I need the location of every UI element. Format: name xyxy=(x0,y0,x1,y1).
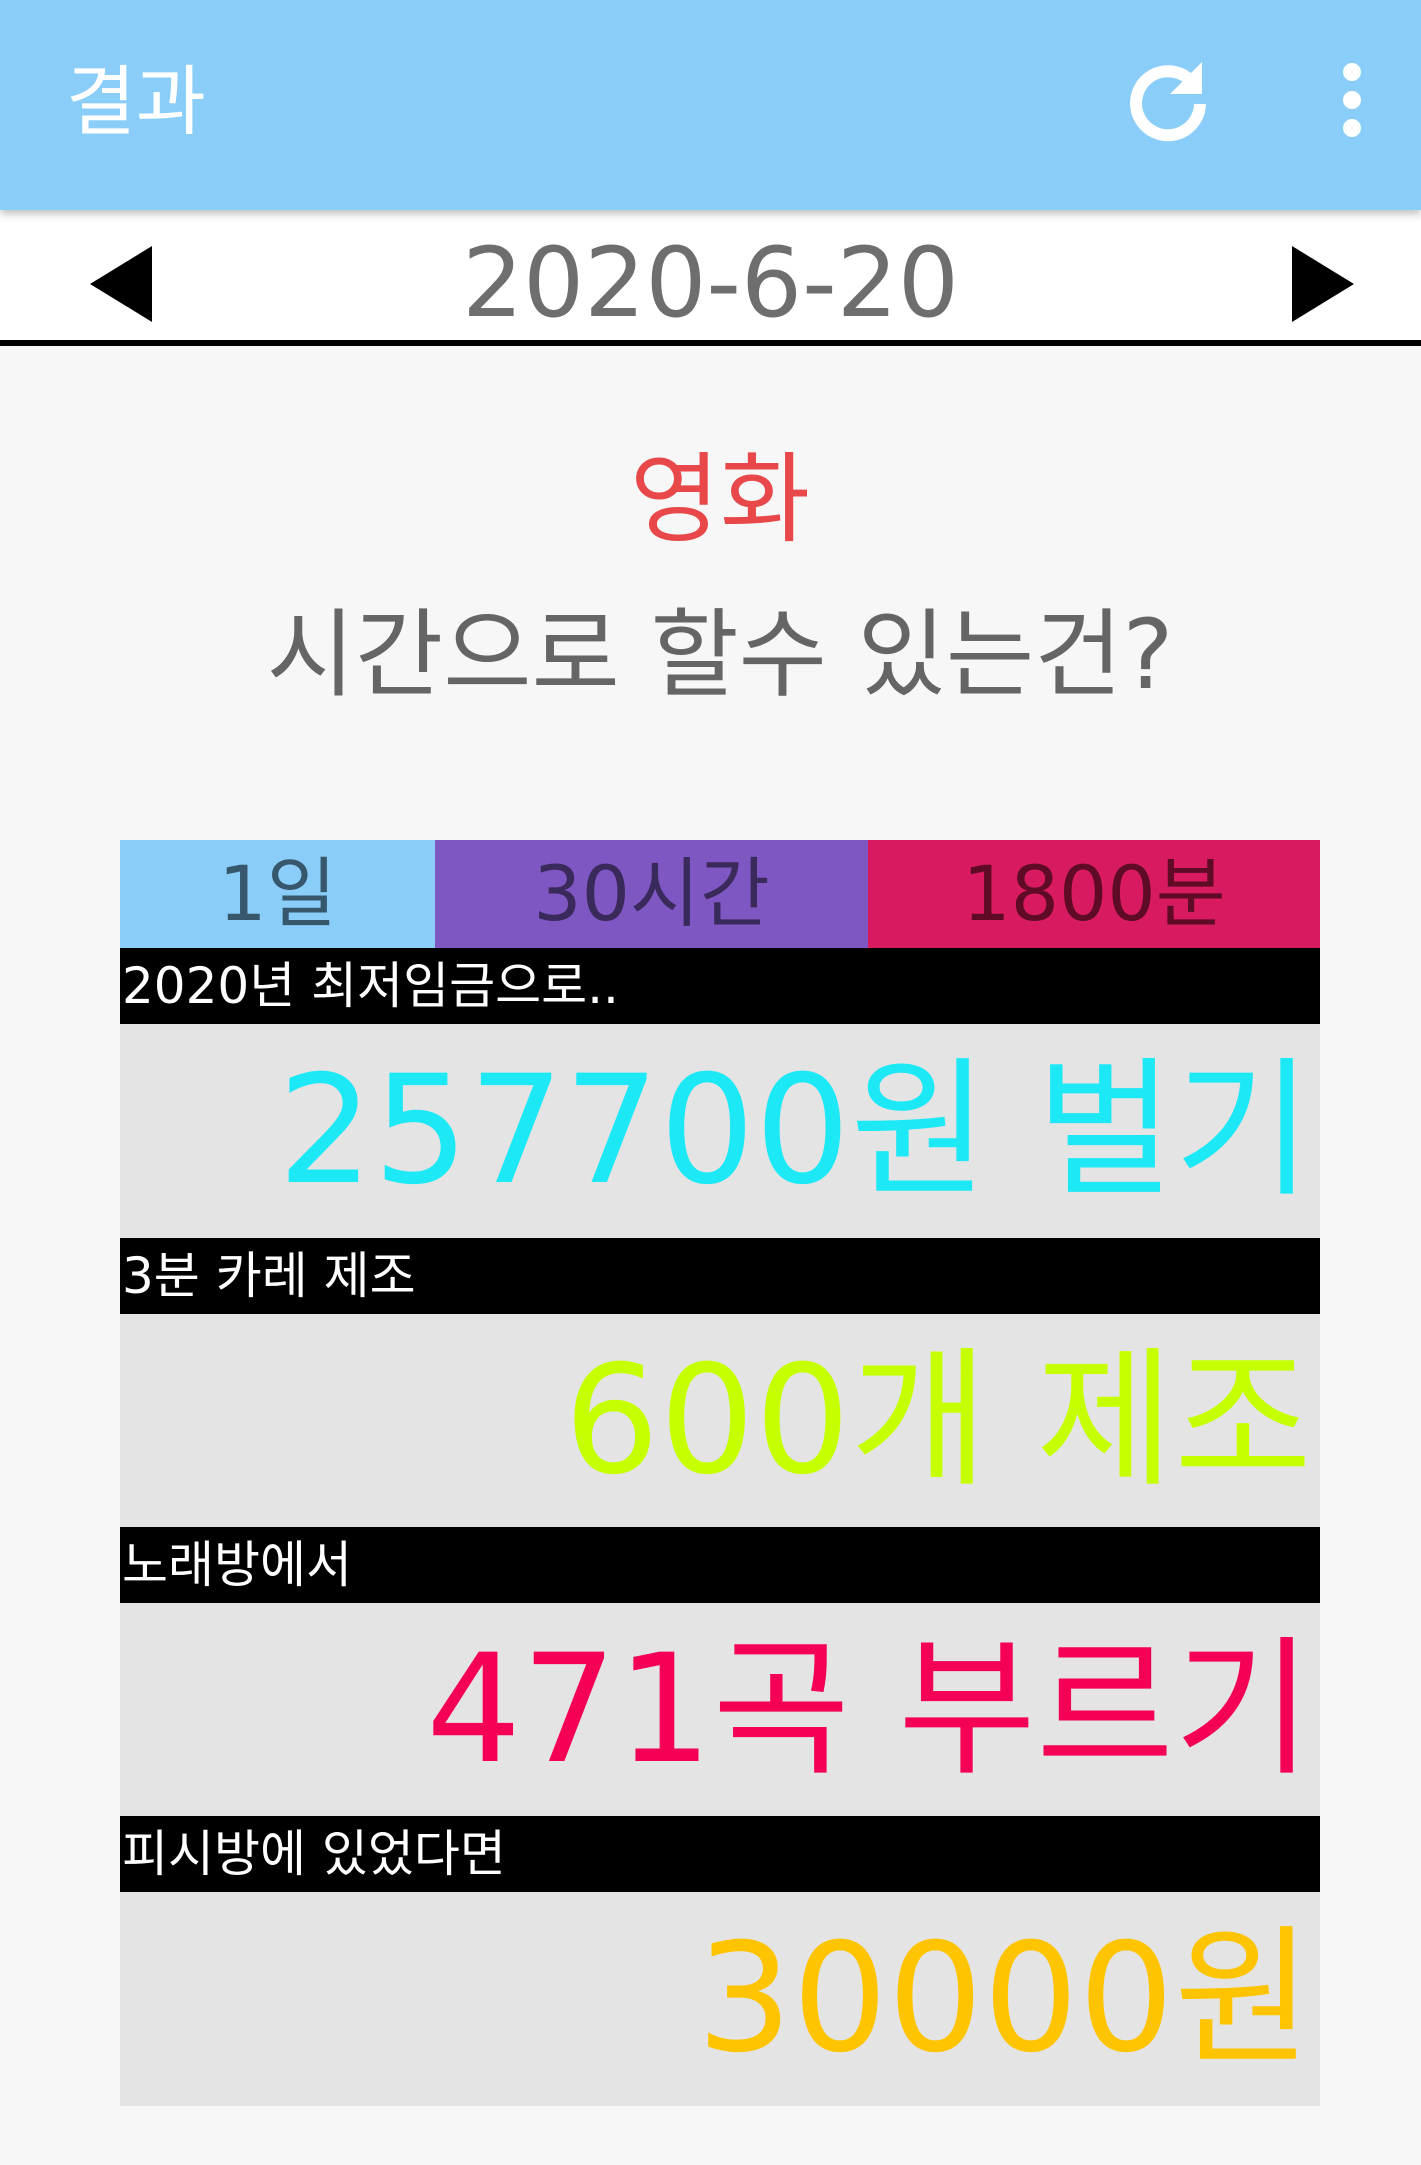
more-options-button[interactable] xyxy=(1320,52,1384,148)
result-label-wage: 2020년 최저임금으로.. xyxy=(120,948,1320,1024)
page-title: 결과 xyxy=(66,57,206,146)
time-unit-hours: 30시간 xyxy=(435,840,868,948)
activity-name: 영화 xyxy=(629,443,811,557)
result-label-karaoke: 노래방에서 xyxy=(120,1527,1320,1603)
result-label-pcroom: 피시방에 있었다면 xyxy=(120,1816,1320,1892)
refresh-button[interactable] xyxy=(1120,52,1216,148)
question-text: 시간으로 할수 있는건? xyxy=(266,599,1174,711)
result-value-karaoke: 471곡 부르기 xyxy=(120,1603,1320,1817)
app-bar: 결과 xyxy=(0,0,1421,210)
refresh-icon xyxy=(1130,62,1206,142)
previous-date-button[interactable] xyxy=(60,222,194,340)
result-value-wage: 257700원 벌기 xyxy=(120,1024,1320,1238)
result-label-curry: 3분 카레 제조 xyxy=(120,1238,1320,1314)
time-unit-bar: 1일 30시간 1800분 xyxy=(120,840,1320,948)
triangle-right-icon xyxy=(1292,246,1354,322)
result-value-pcroom: 30000원 xyxy=(120,1892,1320,2106)
date-navigator: 2020-6-20 xyxy=(0,210,1421,346)
time-unit-minutes: 1800분 xyxy=(868,840,1320,948)
more-vert-icon xyxy=(1343,63,1361,137)
time-unit-days: 1일 xyxy=(120,840,435,948)
current-date: 2020-6-20 xyxy=(462,227,959,339)
result-value-curry: 600개 제조 xyxy=(120,1314,1320,1528)
next-date-button[interactable] xyxy=(1260,222,1394,340)
triangle-left-icon xyxy=(90,246,152,322)
